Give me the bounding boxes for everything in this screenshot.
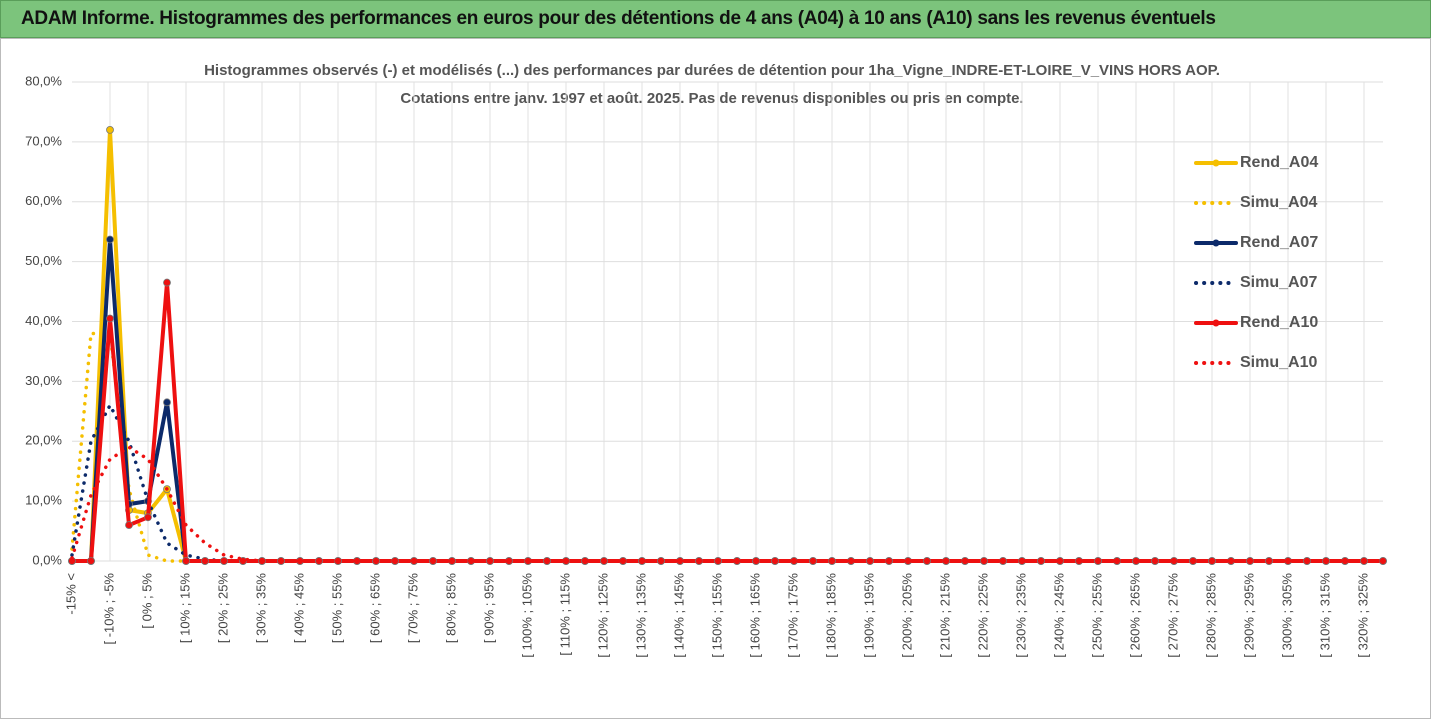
y-tick-label: 70,0%	[25, 133, 62, 148]
data-point	[182, 557, 190, 565]
legend-marker	[1212, 319, 1220, 327]
x-tick-label: [ 20% ; 25%	[215, 573, 230, 644]
x-tick-label: [ 220% ; 225%	[975, 573, 990, 658]
data-point	[163, 398, 171, 407]
y-tick-label: 80,0%	[25, 73, 62, 88]
x-tick-label: [ 170% ; 175%	[785, 573, 800, 658]
header-banner: ADAM Informe. Histogrammes des performan…	[0, 0, 1431, 38]
x-tick-label: [ 310% ; 315%	[1317, 573, 1332, 658]
chart-subtitle: Cotations entre janv. 1997 et août. 2025…	[400, 90, 1023, 107]
x-tick-label: [ 40% ; 45%	[291, 573, 306, 644]
x-tick-label: [ 10% ; 15%	[177, 573, 192, 644]
data-point	[201, 557, 209, 565]
y-tick-label: 40,0%	[25, 313, 62, 328]
x-tick-label: [ 180% ; 185%	[823, 573, 838, 658]
x-tick-label: [ 110% ; 115%	[557, 573, 572, 656]
x-tick-label: [ 210% ; 215%	[937, 573, 952, 658]
data-point	[144, 513, 152, 522]
x-tick-label: [ 150% ; 155%	[709, 573, 724, 658]
y-tick-label: 30,0%	[25, 373, 62, 388]
x-tick-label: [ 270% ; 275%	[1165, 573, 1180, 658]
x-tick-label: [ 280% ; 285%	[1203, 573, 1218, 658]
y-tick-label: 0,0%	[32, 552, 62, 567]
legend-label: Simu_A07	[1240, 274, 1317, 291]
series-line	[70, 280, 1385, 563]
x-tick-label: [ 160% ; 165%	[747, 573, 762, 658]
x-tick-label: -15% <	[63, 573, 78, 615]
legend-label: Rend_A04	[1240, 154, 1318, 171]
legend-label: Rend_A07	[1240, 234, 1318, 251]
header: ADAM Informe. Histogrammes des performan…	[21, 8, 1216, 29]
x-tick-label: [ 60% ; 65%	[367, 573, 382, 644]
x-tick-label: [ 50% ; 55%	[329, 573, 344, 644]
x-tick-label: [ 290% ; 295%	[1241, 573, 1256, 658]
x-tick-label: [ 230% ; 235%	[1013, 573, 1028, 658]
x-tick-label: [ 90% ; 95%	[481, 573, 496, 644]
data-point	[106, 235, 114, 244]
data-point	[106, 314, 114, 323]
x-tick-label: [ -10% ; -5%	[101, 573, 116, 645]
chart-frame	[0, 38, 1431, 719]
x-tick-label: [ 240% ; 245%	[1051, 573, 1066, 658]
legend-label: Rend_A10	[1240, 314, 1318, 331]
legend-marker	[1212, 159, 1220, 167]
data-point	[87, 557, 95, 565]
x-tick-label: [ 320% ; 325%	[1355, 573, 1370, 658]
data-point	[106, 126, 114, 134]
legend-label: Simu_A04	[1240, 194, 1317, 211]
chart: Histogrammes observés (-) et modélisés (…	[0, 38, 1431, 719]
x-tick-label: [ 190% ; 195%	[861, 573, 876, 658]
x-tick-label: [ 70% ; 75%	[405, 573, 420, 644]
x-tick-label: [ 140% ; 145%	[671, 573, 686, 658]
legend-marker	[1212, 239, 1220, 247]
data-point	[125, 521, 133, 529]
x-tick-label: [ 300% ; 305%	[1279, 573, 1294, 658]
x-tick-label: [ 130% ; 135%	[633, 573, 648, 658]
x-tick-label: [ 120% ; 125%	[595, 573, 610, 658]
x-tick-label: [ 100% ; 105%	[519, 573, 534, 658]
x-tick-label: [ 200% ; 205%	[899, 573, 914, 658]
y-tick-label: 10,0%	[25, 493, 62, 508]
y-tick-label: 50,0%	[25, 253, 62, 268]
x-tick-label: [ 0% ; 5%	[139, 573, 154, 629]
data-point	[220, 557, 228, 565]
chart-title: Histogrammes observés (-) et modélisés (…	[204, 62, 1220, 79]
data-point	[163, 278, 171, 287]
x-tick-label: [ 80% ; 85%	[443, 573, 458, 644]
x-tick-label: [ 30% ; 35%	[253, 573, 268, 644]
y-tick-label: 60,0%	[25, 193, 62, 208]
x-tick-label: [ 250% ; 255%	[1089, 573, 1104, 658]
x-tick-label: [ 260% ; 265%	[1127, 573, 1142, 658]
y-tick-label: 20,0%	[25, 433, 62, 448]
legend-label: Simu_A10	[1240, 354, 1317, 371]
